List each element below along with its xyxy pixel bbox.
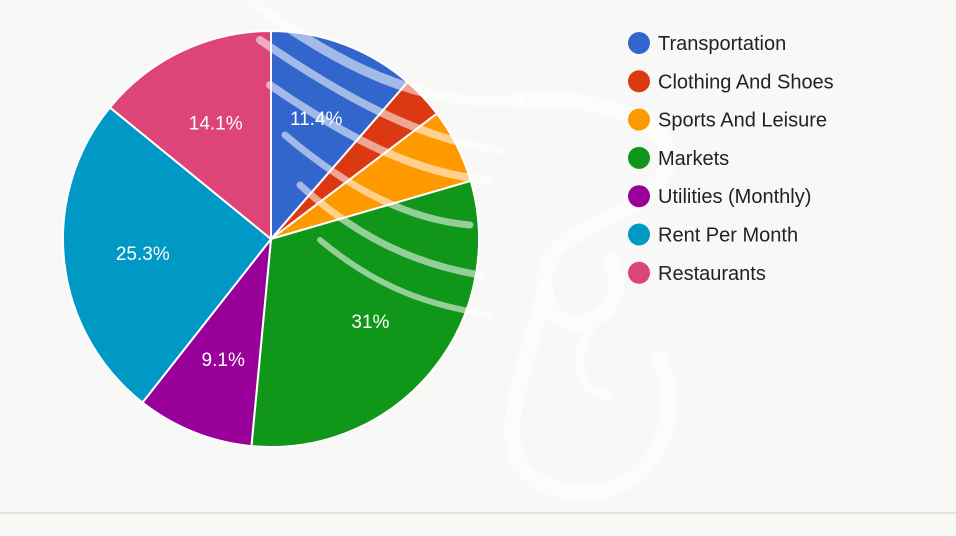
legend-item[interactable]: Clothing And Shoes bbox=[628, 70, 834, 93]
legend-swatch bbox=[628, 185, 650, 208]
legend-item[interactable]: Restaurants bbox=[628, 261, 766, 285]
slice-label: 14.1% bbox=[189, 114, 243, 135]
legend-item[interactable]: Utilities (Monthly) bbox=[628, 185, 811, 208]
slice-label: 25.3% bbox=[116, 244, 170, 265]
legend-label: Restaurants bbox=[658, 263, 766, 285]
legend-swatch bbox=[628, 261, 650, 284]
legend-label: Clothing And Shoes bbox=[658, 71, 834, 93]
legend-swatch bbox=[628, 70, 650, 93]
legend-swatch bbox=[628, 146, 650, 169]
legend-item[interactable]: Rent Per Month bbox=[628, 223, 798, 247]
legend-label: Markets bbox=[658, 148, 729, 170]
legend-item[interactable]: Markets bbox=[628, 146, 729, 170]
pie-slice-markets[interactable] bbox=[250, 179, 480, 448]
bottom-divider bbox=[0, 512, 956, 514]
legend-item[interactable]: Transportation bbox=[628, 32, 786, 55]
legend-swatch bbox=[628, 32, 650, 54]
pie-slices bbox=[62, 29, 480, 448]
legend-item[interactable]: Sports And Leisure bbox=[628, 108, 827, 132]
legend-label: Utilities (Monthly) bbox=[658, 186, 811, 208]
pie-slice-utilities-monthly[interactable] bbox=[141, 235, 273, 448]
legend-label: Sports And Leisure bbox=[658, 110, 827, 132]
legend-label: Transportation bbox=[658, 33, 786, 55]
legend-label: Rent Per Month bbox=[658, 225, 798, 247]
legend-swatch bbox=[628, 108, 650, 131]
legend-swatch bbox=[628, 223, 650, 246]
legend: Transportation Clothing And Shoes Sports A… bbox=[628, 32, 834, 285]
slice-label: 31% bbox=[351, 312, 389, 333]
slice-labels: 11.4%31%9.1%25.3%14.1% bbox=[116, 109, 390, 371]
pie-slice-restaurants[interactable] bbox=[108, 29, 272, 242]
slice-label: 9.1% bbox=[202, 350, 245, 371]
pie-slice-rent-per-month[interactable] bbox=[62, 106, 273, 404]
